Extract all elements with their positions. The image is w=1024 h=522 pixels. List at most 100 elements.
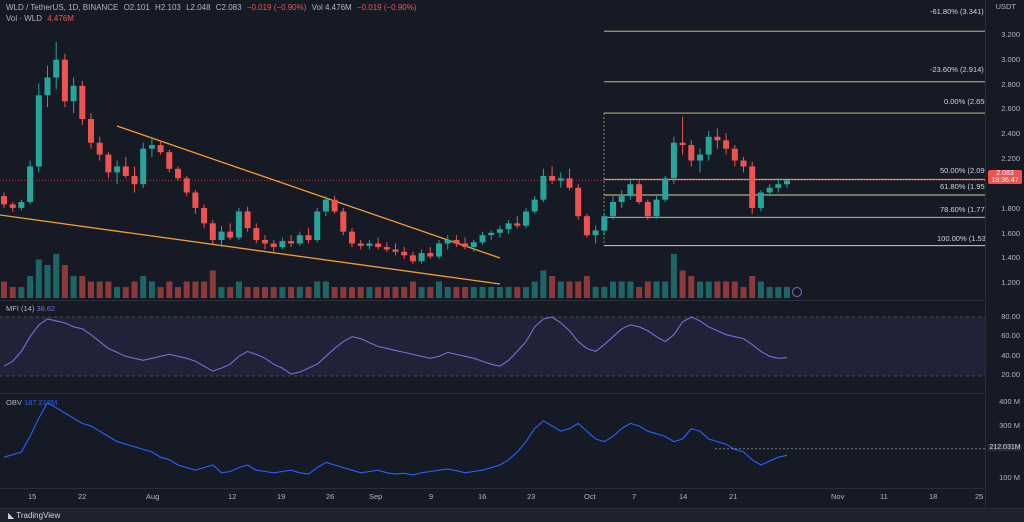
mfi-title-text[interactable]: MFI (14) <box>6 304 35 313</box>
pane-separator-obv[interactable] <box>0 393 1024 394</box>
obv-title-text[interactable]: OBV <box>6 398 22 407</box>
candle-body <box>444 239 451 244</box>
mfi-line <box>3 316 788 375</box>
candle-body <box>35 95 42 167</box>
candle-body <box>688 145 695 161</box>
date-label: 23 <box>527 492 536 501</box>
volume-bar <box>566 281 573 298</box>
wedge-upper-trendline <box>116 125 501 259</box>
volume-bar <box>514 287 521 298</box>
volume-bar <box>427 287 434 298</box>
candle-body <box>610 202 616 217</box>
volume-title[interactable]: Vol · WLD <box>6 14 43 23</box>
volume-value: 4.476M <box>47 14 74 23</box>
candle-body <box>357 243 364 246</box>
volume-bar <box>496 287 503 298</box>
candle-body <box>192 192 199 208</box>
volume-bar <box>392 287 399 298</box>
candle-body <box>375 243 382 248</box>
date-label: 9 <box>429 492 434 501</box>
obv-value-tag: 212.031M <box>988 444 1022 451</box>
fib-label-n236: -23.60% (2.914) <box>930 65 984 74</box>
volume-bar <box>9 287 16 298</box>
volume-bar <box>662 281 669 298</box>
volume-bar <box>375 287 382 298</box>
candle-body <box>166 152 173 169</box>
candle-body <box>314 211 321 240</box>
candle-body <box>662 178 669 200</box>
candle-body <box>523 211 529 226</box>
pane-separator-mfi[interactable] <box>0 300 1024 301</box>
mfi-tick: 20.00 <box>1001 370 1020 379</box>
candle-body <box>253 228 260 240</box>
mfi-band <box>0 317 986 376</box>
date-label: 11 <box>880 492 888 501</box>
volume-bar <box>96 281 103 298</box>
price-scale[interactable]: USDT 3.200 3.000 2.800 2.600 2.400 2.200… <box>985 0 1024 521</box>
volume-bar <box>583 276 590 298</box>
volume-bar <box>723 281 730 298</box>
replay-clock-icon <box>792 287 802 297</box>
volume-bar <box>784 287 790 298</box>
candle-body <box>697 154 703 161</box>
volume-bar <box>549 276 556 298</box>
tradingview-logo[interactable]: ◣ TradingView <box>8 511 60 520</box>
volume-header: Vol · WLD 4.476M <box>6 14 77 23</box>
volume-bar <box>679 270 686 298</box>
volume-bar <box>557 281 564 298</box>
volume-bar <box>235 281 242 298</box>
candle-body <box>209 223 216 240</box>
date-label: 7 <box>632 492 637 501</box>
volume-bar <box>653 281 660 298</box>
candle-body <box>470 242 477 248</box>
volume-bar <box>470 287 477 298</box>
candle-body <box>114 166 121 173</box>
candle-body <box>366 243 373 246</box>
volume-bar <box>201 281 208 298</box>
volume-bar <box>401 287 408 298</box>
volume-bar <box>1 281 7 298</box>
volume-bar <box>270 287 277 298</box>
mfi-tick: 40.00 <box>1001 351 1020 360</box>
candle-body <box>575 187 582 217</box>
mfi-tick: 80.00 <box>1001 312 1020 321</box>
volume-bar <box>166 281 173 298</box>
candle-body <box>557 178 564 181</box>
candle-body <box>105 154 112 173</box>
candle-body <box>670 142 677 179</box>
volume-bar <box>227 287 234 298</box>
price-tick: 3.200 <box>1001 30 1020 39</box>
tradingview-icon: ◣ <box>8 511 15 520</box>
candle-body <box>784 180 790 185</box>
date-label: Oct <box>584 492 596 501</box>
bar-countdown: 18:36:47 <box>991 177 1019 184</box>
volume-bar <box>714 281 721 298</box>
fib-label-0: 0.00% (2.650) <box>944 97 992 106</box>
candle-body <box>79 85 86 119</box>
candle-body <box>583 216 590 236</box>
date-label: 14 <box>679 492 688 501</box>
candle-body <box>775 184 782 188</box>
candle-body <box>644 202 651 217</box>
candle-body <box>322 199 329 212</box>
chart-canvas[interactable] <box>0 0 986 488</box>
volume-bar <box>523 287 529 298</box>
ohlc-change: −0.019 (−0.90%) <box>246 3 307 12</box>
date-label: Nov <box>831 492 845 501</box>
candle-body <box>122 166 129 176</box>
price-tick: 2.800 <box>1001 80 1020 89</box>
candle-body <box>331 199 338 212</box>
candle-body <box>618 196 625 202</box>
volume-bar <box>731 281 738 298</box>
date-label: 15 <box>28 492 37 501</box>
candle-body <box>44 77 51 96</box>
obv-tick: 400 M <box>999 397 1020 406</box>
symbol-name[interactable]: WLD / TetherUS, 1D, BINANCE <box>6 3 119 12</box>
volume-bar <box>314 281 321 298</box>
candle-body <box>235 211 242 238</box>
date-label: 22 <box>78 492 87 501</box>
date-axis[interactable]: 15 22 Aug 12 19 26 Sep 9 16 23 Oct 7 14 … <box>0 488 986 509</box>
candle-body <box>183 178 190 193</box>
volume-bar <box>122 287 129 298</box>
candle-body <box>505 223 512 230</box>
